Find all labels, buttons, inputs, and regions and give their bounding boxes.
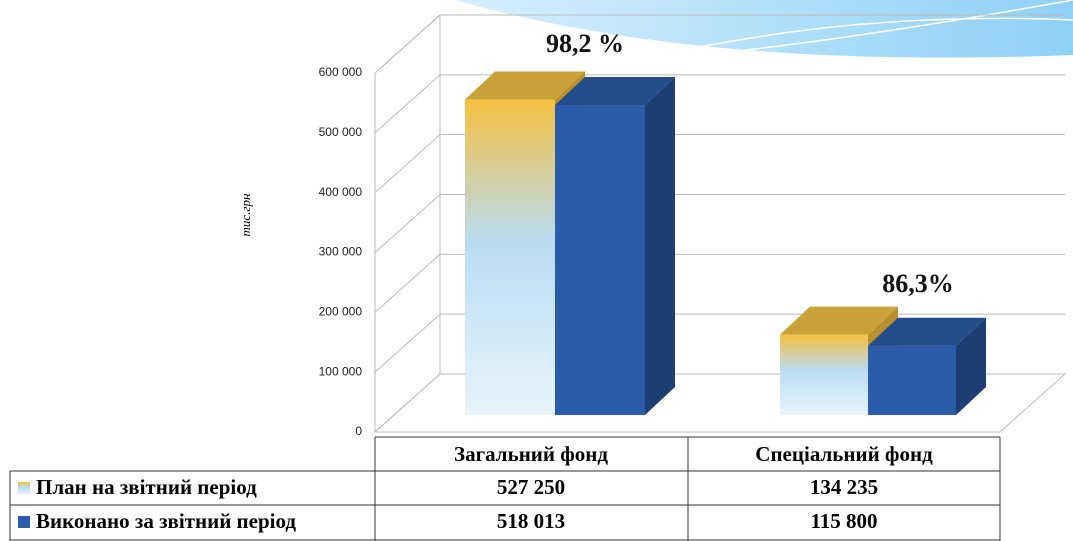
bar-top <box>868 317 986 346</box>
y-tick-label: 0 <box>355 424 362 438</box>
value-label: 518 013 <box>497 509 565 533</box>
legend-swatch <box>18 516 30 528</box>
y-tick-label: 400 000 <box>319 185 363 199</box>
bar-top <box>780 306 898 335</box>
legend-label: План на звітний період <box>36 475 257 499</box>
category-label: Загальний фонд <box>454 442 608 466</box>
y-tick-label: 200 000 <box>319 305 363 319</box>
annotation: 86,3% <box>882 269 954 298</box>
value-label: 134 235 <box>810 475 878 499</box>
bar-front <box>868 345 956 415</box>
y-tick-label: 300 000 <box>319 245 363 259</box>
grid-line <box>374 74 1065 134</box>
category-label: Спеціальний фонд <box>755 442 933 466</box>
grid-line <box>374 134 1065 194</box>
bar <box>868 317 986 415</box>
bar-front <box>780 334 868 415</box>
data-table <box>9 436 1001 541</box>
bar-front <box>465 99 555 415</box>
value-label: 115 800 <box>810 509 877 533</box>
plot-area <box>373 14 1067 433</box>
legend-swatch <box>18 482 30 494</box>
y-tick-label: 600 000 <box>319 65 363 79</box>
legend-label: Виконано за звітний період <box>36 509 296 533</box>
decoration <box>639 0 1073 61</box>
grid-line <box>374 14 1065 74</box>
bar-front <box>555 105 645 416</box>
annotation: 98,2 % <box>546 29 624 58</box>
y-tick-label: 500 000 <box>319 125 363 139</box>
value-label: 527 250 <box>497 475 565 499</box>
bar-top <box>465 71 585 100</box>
y-tick-label: 100 000 <box>319 364 363 378</box>
bar-side <box>956 317 986 415</box>
decoration <box>455 0 1073 58</box>
bar-top <box>555 77 675 106</box>
grid-line <box>374 253 1065 313</box>
grid-line <box>374 194 1065 253</box>
bar <box>555 77 675 416</box>
y-axis-label: тис.грн <box>238 194 253 237</box>
bar-side <box>645 77 675 416</box>
